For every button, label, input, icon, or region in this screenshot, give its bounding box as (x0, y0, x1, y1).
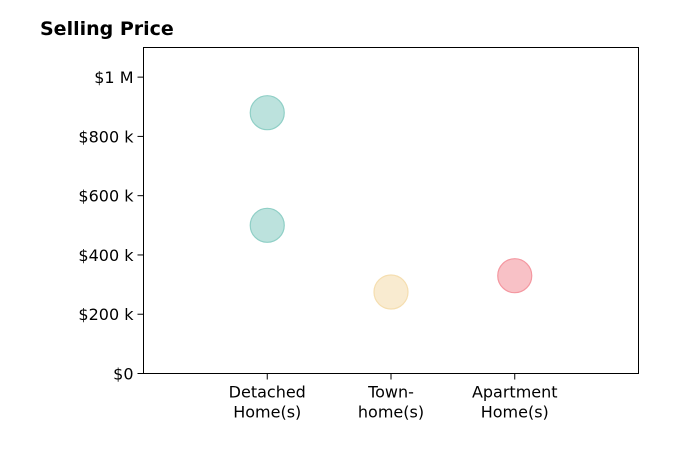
y-tick-label: $400 k (78, 246, 134, 265)
chart-title: Selling Price (40, 18, 174, 40)
x-axis: DetachedHome(s)Town-home(s)ApartmentHome… (229, 373, 558, 422)
plot-frame (143, 47, 639, 374)
x-tick-label: Home(s) (481, 403, 549, 422)
y-tick-label: $1 M (94, 68, 133, 87)
y-tick-label: $0 (113, 365, 133, 384)
x-tick-label: Apartment (472, 383, 558, 402)
data-point (497, 258, 533, 294)
y-tick-label: $800 k (78, 127, 134, 146)
data-point (249, 207, 285, 243)
points-layer (249, 95, 533, 310)
x-tick-label: Town- (367, 383, 414, 402)
data-point (249, 95, 285, 131)
y-tick-label: $600 k (78, 187, 134, 206)
data-point (373, 274, 409, 310)
y-axis: $0 $200 k $400 k $600 k $800 k $1 M (78, 68, 144, 384)
y-tick-label: $200 k (78, 305, 134, 324)
x-tick-label: Home(s) (233, 403, 301, 422)
x-tick-label: Detached (229, 383, 306, 402)
x-tick-label: home(s) (358, 403, 424, 422)
